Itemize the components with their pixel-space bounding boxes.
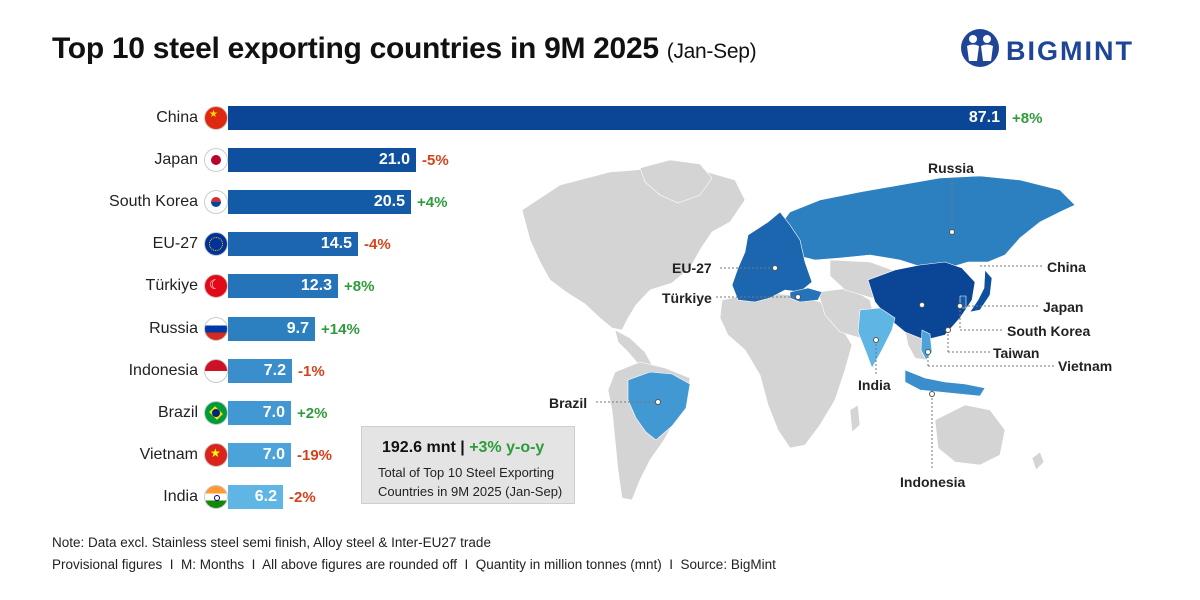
flag-icon: [204, 232, 228, 257]
change-label: -2%: [289, 488, 316, 506]
category-label: EU-27: [152, 235, 198, 253]
map-label-russia: Russia: [928, 160, 974, 176]
map-eu27: [731, 211, 813, 303]
flag-icon: [204, 190, 228, 215]
value-label: 87.1: [968, 109, 1000, 126]
flag-icon: [204, 148, 228, 173]
value-label: 14.5: [320, 235, 352, 253]
change-label: -1%: [298, 362, 325, 380]
value-label: 6.2: [254, 487, 277, 505]
flag-icon: [204, 316, 228, 341]
bar: [228, 190, 411, 215]
map-australia: [934, 404, 1006, 466]
bar: [228, 316, 315, 341]
map-label-india: India: [858, 377, 891, 393]
category-label: Türkiye: [145, 277, 198, 295]
map-greenland: [639, 159, 713, 204]
map-label-turkiye: Türkiye: [662, 290, 712, 306]
map-brazil: [627, 371, 691, 441]
bigmint-logo-icon: [961, 29, 999, 67]
bar: [228, 274, 338, 299]
summary-total: 192.6 mnt: [382, 439, 456, 456]
value-label: 7.0: [262, 403, 285, 421]
map-label-south-korea: South Korea: [1007, 323, 1091, 339]
change-label: +8%: [1012, 110, 1043, 127]
map-indonesia: [904, 369, 986, 397]
value-label: 9.7: [286, 319, 309, 337]
category-label: Brazil: [157, 403, 198, 421]
category-label: India: [163, 487, 198, 505]
summary-line-1: Total of Top 10 Steel Exporting: [378, 465, 555, 480]
category-label: South Korea: [109, 193, 198, 211]
note-line-2: Provisional figures I M: Months I All ab…: [52, 557, 776, 572]
summary-growth: +3% y-o-y: [469, 439, 545, 456]
bar: [228, 484, 283, 509]
bar: [228, 232, 358, 257]
category-label: Japan: [154, 151, 198, 169]
value-label: 20.5: [373, 193, 405, 211]
flag-icon: ☾: [204, 274, 228, 299]
flag-icon: [204, 358, 228, 383]
bar: [228, 400, 291, 425]
map-label-indonesia: Indonesia: [900, 474, 966, 490]
category-label: Russia: [149, 319, 198, 337]
value-label: 7.2: [263, 361, 286, 379]
category-label: Vietnam: [139, 445, 198, 463]
map-label-taiwan: Taiwan: [993, 345, 1040, 361]
change-label: +14%: [321, 320, 360, 338]
logo-text: BIGMINT: [1006, 36, 1134, 66]
category-label: Indonesia: [128, 361, 198, 379]
change-label: -4%: [364, 236, 391, 254]
map-japan: [969, 269, 993, 313]
bar: [228, 358, 292, 383]
map-label-china: China: [1047, 259, 1086, 275]
summary-total-line: 192.6 mnt | +3% y-o-y: [382, 439, 544, 457]
bar: [228, 442, 291, 467]
map-label-japan: Japan: [1043, 299, 1084, 315]
bar: [228, 148, 416, 173]
title-suffix: (Jan-Sep): [666, 40, 757, 63]
summary-line-2: Countries in 9M 2025 (Jan-Sep): [378, 484, 563, 499]
flag-icon: ★: [204, 106, 228, 130]
map-label-eu27: EU-27: [672, 260, 712, 276]
map-new-zealand: [1031, 451, 1045, 471]
page-title: Top 10 steel exporting countries in 9M 2…: [52, 32, 757, 66]
category-label: China: [156, 109, 198, 126]
summary-box: 192.6 mnt | +3% y-o-y Total of Top 10 St…: [361, 426, 575, 504]
change-label: -5%: [422, 152, 449, 170]
flag-icon: ★: [204, 442, 228, 467]
value-label: 21.0: [378, 151, 410, 169]
note-line-1: Note: Data excl. Stainless steel semi fi…: [52, 535, 491, 550]
value-label: 7.0: [262, 445, 285, 463]
map-russia: [774, 175, 1076, 269]
map-label-brazil: Brazil: [549, 395, 588, 411]
map-label-vietnam: Vietnam: [1058, 358, 1113, 374]
change-label: +8%: [344, 278, 375, 296]
value-label: 12.3: [300, 277, 332, 295]
map-madagascar: [849, 404, 861, 433]
flag-icon: [204, 484, 228, 509]
summary-separator: |: [455, 439, 470, 456]
flag-icon: [204, 400, 228, 425]
change-label: +4%: [417, 194, 448, 212]
change-label: +2%: [297, 404, 328, 422]
title-main: Top 10 steel exporting countries in 9M 2…: [52, 32, 659, 65]
change-label: -19%: [297, 446, 333, 464]
bar: [228, 106, 1006, 130]
